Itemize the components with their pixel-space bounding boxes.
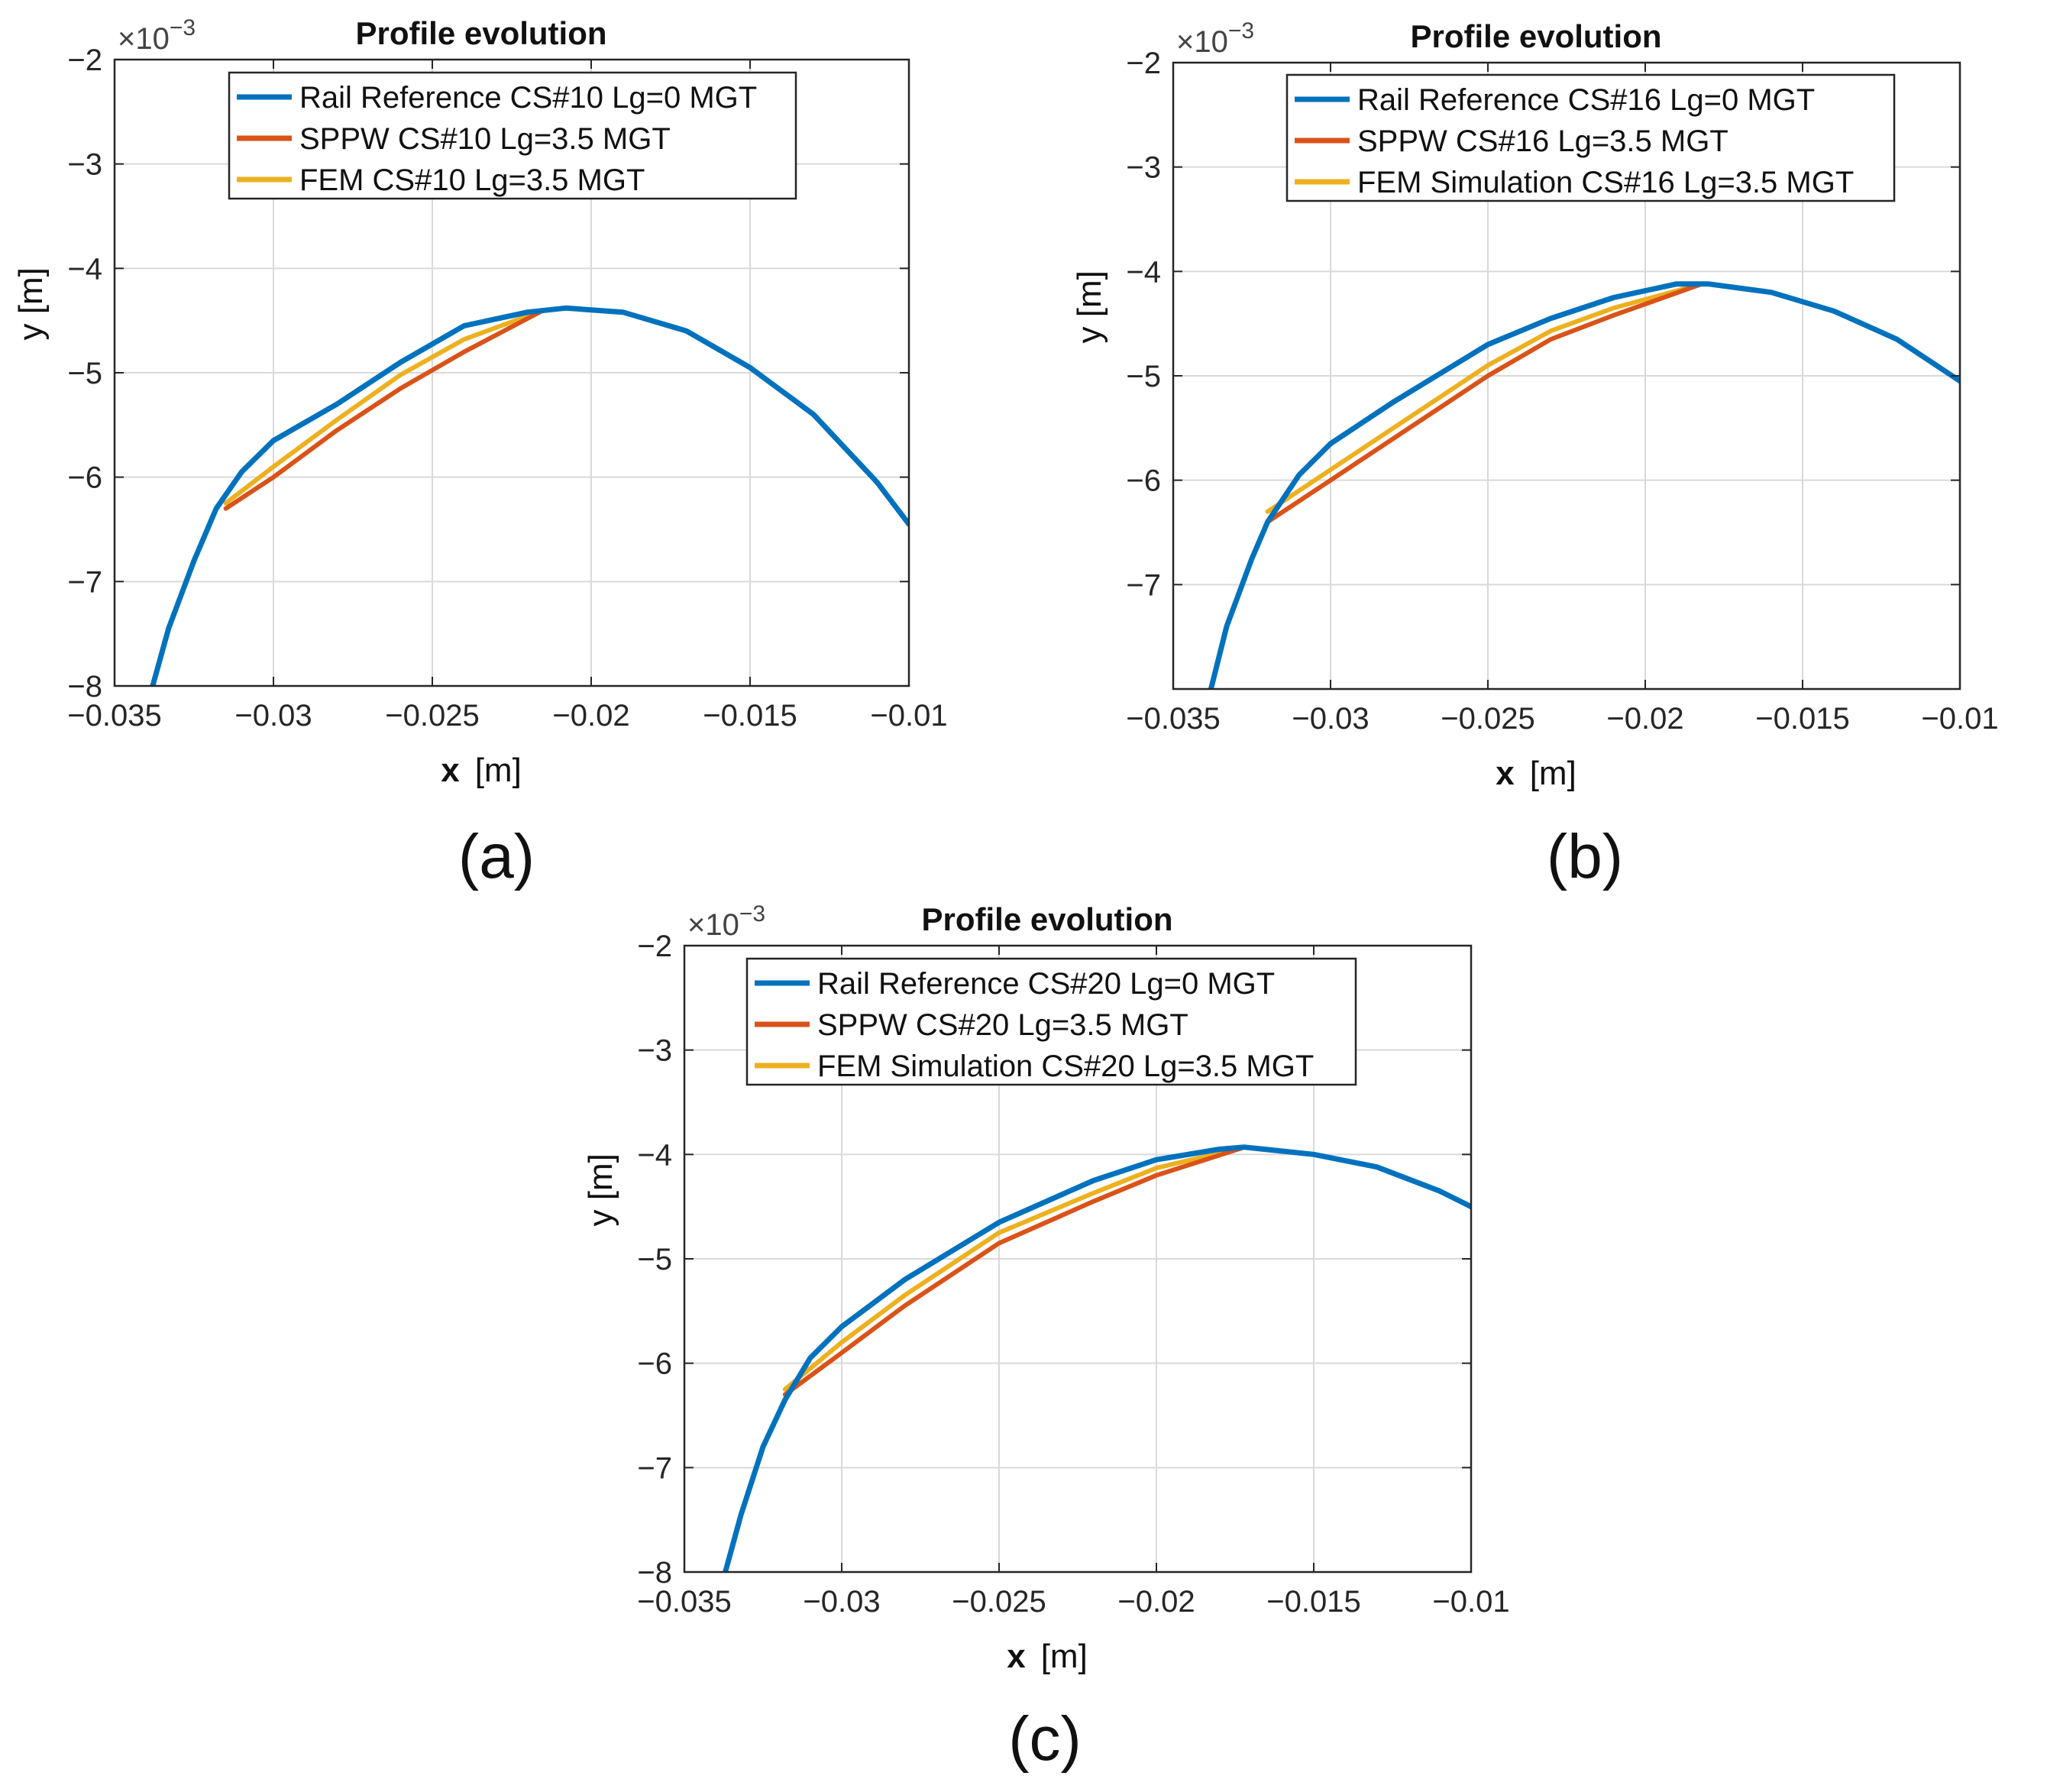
caption-c: (c) (1008, 1704, 1082, 1774)
chart-panel-a: −0.035 −0.03 −0.025 −0.02 −0.015 −0.01 −8 −7 −6 −… (12, 15, 948, 789)
y-tick-label: −4 (637, 1138, 672, 1172)
y-tick-label: −2 (637, 930, 672, 963)
y-tick-label: −6 (637, 1347, 672, 1381)
y-tick-label: −2 (67, 44, 102, 77)
series-line-2 (782, 1144, 1247, 1392)
x-tick-label: −0.035 (637, 1585, 731, 1619)
y-tick-label: −6 (1126, 464, 1161, 498)
y-tick-label: −3 (637, 1034, 672, 1068)
y-tick-label: −2 (1126, 47, 1161, 80)
legend-label-1: SPPW CS#10 Lg=3.5 MGT (299, 122, 671, 156)
x-tick-label: −0.03 (803, 1585, 880, 1619)
legend-label-0: Rail Reference CS#20 Lg=0 MGT (817, 967, 1275, 1001)
y-axis-label: y [m] (582, 1153, 619, 1226)
x-axis-label-var: x (441, 752, 460, 789)
y-multiplier-base: ×10 (687, 908, 739, 942)
chart-panel-b: −0.035 −0.03 −0.025 −0.02 −0.015 −0.01 −7 −6 −5 −… (1071, 18, 1999, 792)
legend-box (745, 957, 1357, 1086)
legend-label-2: FEM CS#10 Lg=3.5 MGT (299, 163, 645, 197)
x-tick-label: −0.03 (234, 699, 312, 733)
y-tick-label: −5 (67, 357, 102, 390)
series-line-0 (150, 305, 909, 686)
legend-label-1: SPPW CS#20 Lg=3.5 MGT (817, 1008, 1188, 1042)
series-line-1 (1265, 281, 1705, 525)
chart-title: Profile evolution (921, 901, 1172, 937)
y-multiplier-exponent: −3 (170, 15, 196, 40)
x-tick-label: −0.02 (552, 699, 629, 733)
y-tick-label: −7 (637, 1451, 672, 1485)
series-line-1 (223, 308, 546, 511)
legend-box (1285, 73, 1896, 202)
series-line-2 (1265, 281, 1705, 514)
x-axis-label: x [m] (441, 752, 522, 789)
x-tick-label: −0.02 (1117, 1585, 1195, 1619)
y-multiplier-base: ×10 (118, 22, 170, 56)
chart-title: Profile evolution (1410, 18, 1661, 54)
x-axis-label: x [m] (1496, 755, 1576, 792)
chart-title: Profile evolution (355, 15, 606, 51)
y-tick-label: −6 (67, 461, 102, 495)
y-multiplier: ×10−3 (1176, 18, 1254, 59)
series-line-2 (223, 308, 546, 506)
y-tick-label: −3 (67, 148, 102, 182)
y-multiplier: ×10−3 (687, 901, 765, 942)
x-axis-label-unit: [m] (1041, 1638, 1088, 1675)
y-axis-label: y [m] (12, 267, 50, 340)
y-tick-label: −3 (1126, 151, 1161, 185)
x-axis-label: x [m] (1007, 1638, 1088, 1675)
y-multiplier-exponent: −3 (739, 901, 765, 927)
x-axis-label-unit: [m] (1530, 755, 1576, 792)
x-tick-label: −0.025 (385, 699, 479, 733)
x-tick-label: −0.01 (1921, 702, 1998, 736)
legend-label-1: SPPW CS#16 Lg=3.5 MGT (1357, 125, 1728, 158)
x-tick-label: −0.015 (1266, 1585, 1360, 1619)
x-tick-label: −0.01 (1432, 1585, 1509, 1619)
x-tick-label: −0.025 (1441, 702, 1534, 736)
series-line-0 (1208, 281, 1960, 689)
legend-box (228, 71, 797, 200)
y-tick-label: −5 (637, 1243, 672, 1276)
x-tick-label: −0.015 (1755, 702, 1849, 736)
y-multiplier-exponent: −3 (1228, 18, 1254, 44)
y-tick-label: −5 (1126, 360, 1161, 393)
legend-label-2: FEM Simulation CS#20 Lg=3.5 MGT (817, 1050, 1314, 1083)
x-tick-label: −0.015 (703, 699, 797, 733)
x-axis-label-var: x (1496, 755, 1515, 792)
y-multiplier-base: ×10 (1176, 25, 1228, 59)
y-tick-label: −4 (67, 252, 102, 286)
x-tick-label: −0.025 (952, 1585, 1046, 1619)
y-tick-label: −7 (67, 565, 102, 599)
x-tick-label: −0.01 (870, 699, 947, 733)
chart-panel-c: −0.035 −0.03 −0.025 −0.02 −0.015 −0.01 −8 −7 −6 −… (582, 901, 1510, 1675)
series-line-0 (723, 1144, 1471, 1572)
y-tick-label: −7 (1126, 568, 1161, 602)
x-axis-label-var: x (1007, 1638, 1026, 1675)
x-axis-label-unit: [m] (475, 752, 522, 789)
y-tick-label: −4 (1126, 255, 1161, 289)
legend-label-0: Rail Reference CS#16 Lg=0 MGT (1357, 83, 1815, 117)
y-multiplier: ×10−3 (118, 15, 196, 56)
y-tick-label: −8 (637, 1556, 672, 1590)
caption-a: (a) (458, 822, 535, 891)
legend-label-2: FEM Simulation CS#16 Lg=3.5 MGT (1357, 166, 1854, 199)
x-tick-label: −0.03 (1292, 702, 1369, 736)
y-axis-label: y [m] (1071, 270, 1108, 343)
legend-label-0: Rail Reference CS#10 Lg=0 MGT (299, 81, 757, 115)
x-tick-label: −0.035 (1126, 702, 1220, 736)
x-tick-label: −0.02 (1606, 702, 1683, 736)
y-tick-label: −8 (67, 670, 102, 704)
x-tick-label: −0.035 (67, 699, 161, 733)
series-line-1 (782, 1144, 1247, 1397)
caption-b: (b) (1546, 822, 1624, 891)
